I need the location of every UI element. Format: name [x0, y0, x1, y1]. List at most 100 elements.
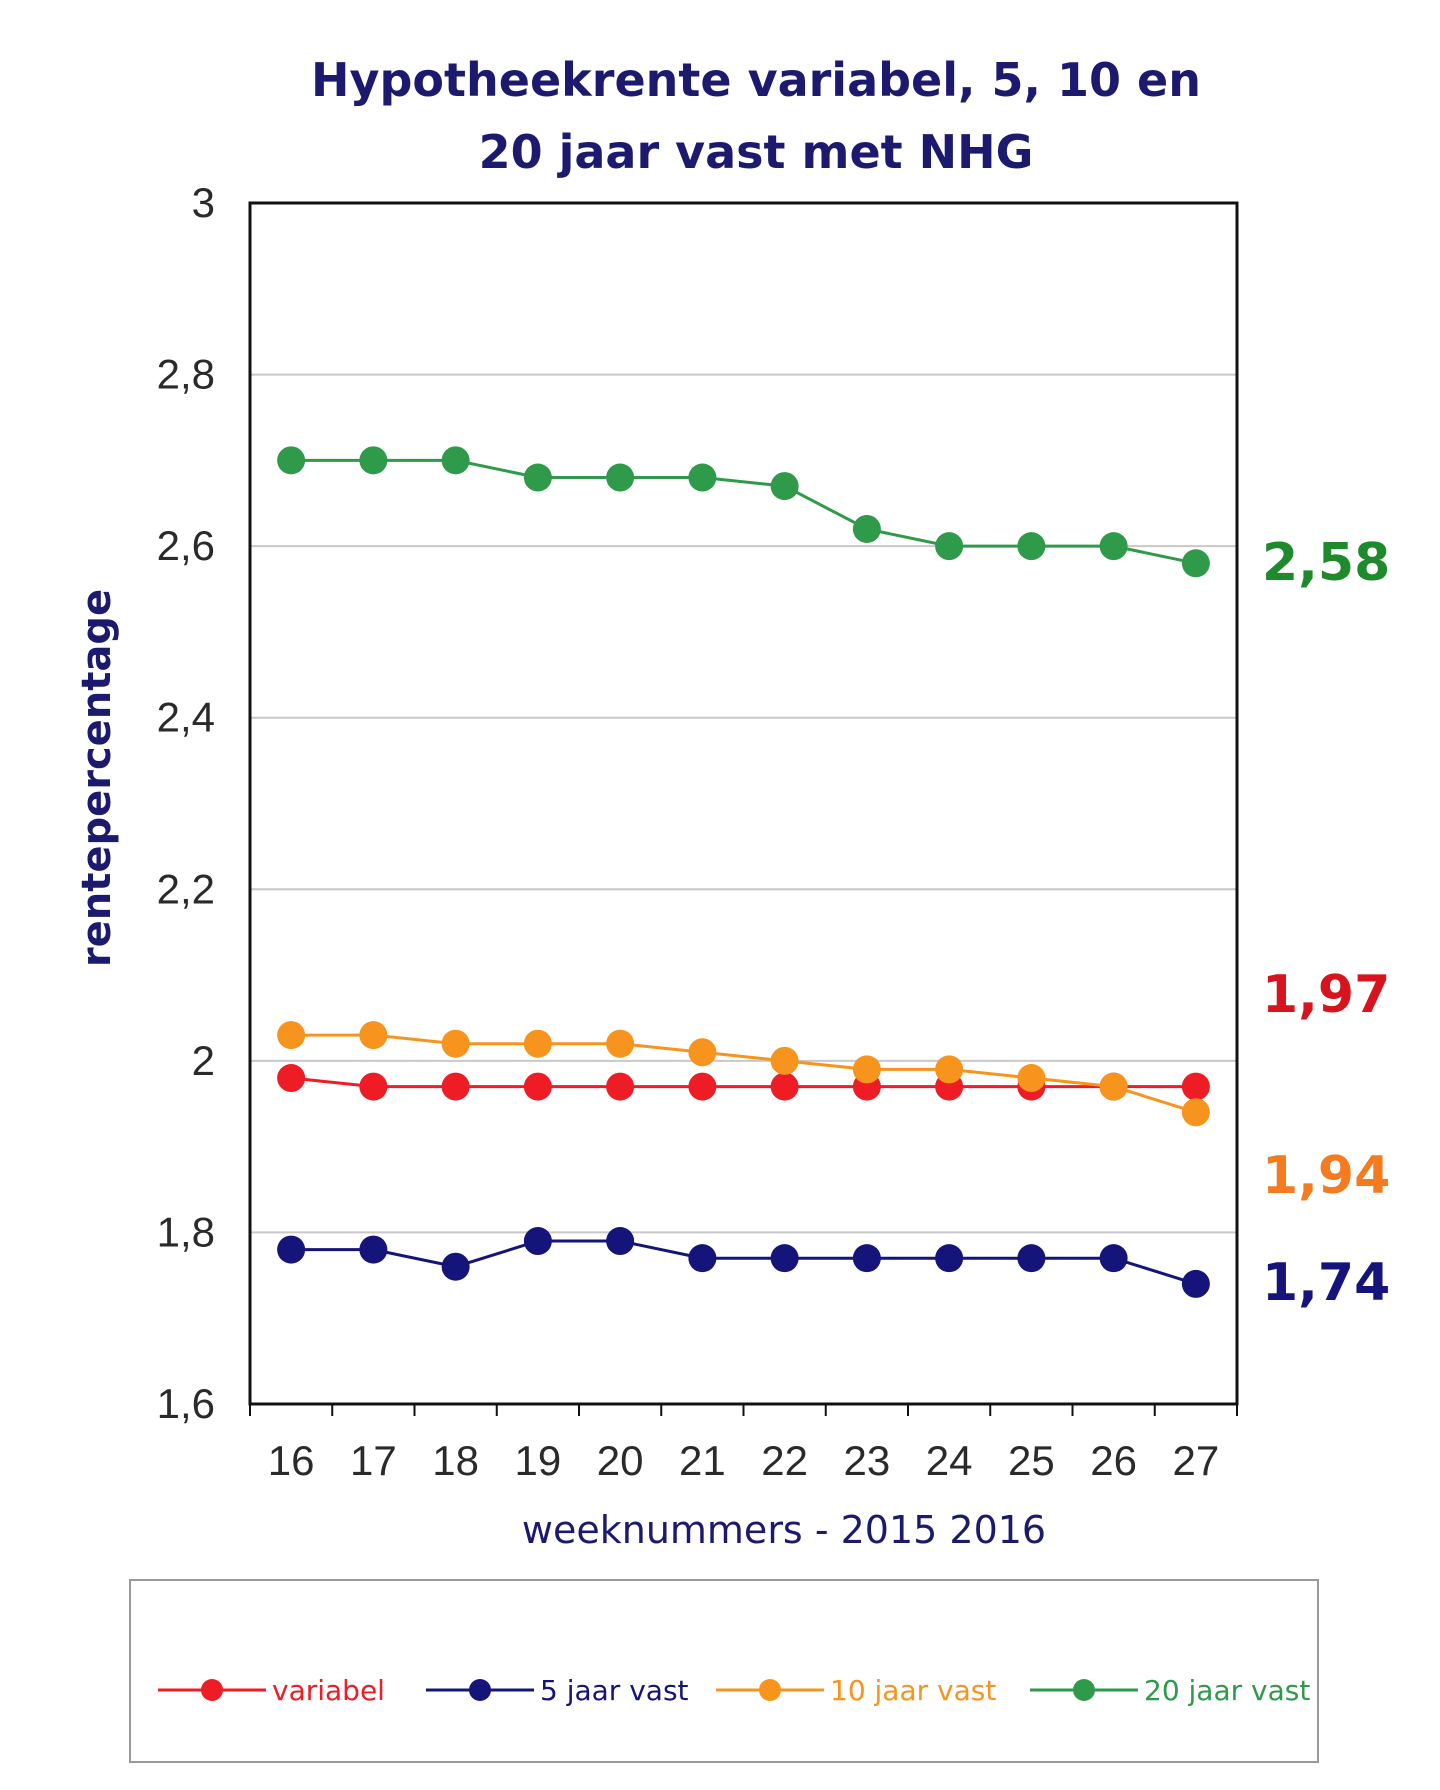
- data-point: [277, 1064, 306, 1093]
- data-point: [935, 532, 964, 561]
- data-point: [277, 1021, 306, 1050]
- data-point: [688, 1244, 717, 1273]
- data-point: [441, 446, 470, 475]
- data-point: [359, 1072, 388, 1101]
- x-tick-label: 16: [268, 1437, 315, 1484]
- data-point: [688, 1072, 717, 1101]
- end-label: 1,74: [1262, 1253, 1390, 1313]
- data-point: [1099, 1072, 1128, 1101]
- series-5-jaar-vast: [277, 1227, 1210, 1298]
- data-point: [523, 1029, 552, 1058]
- data-point: [1181, 1269, 1210, 1298]
- legend-marker: [1073, 1679, 1095, 1701]
- x-axis-ticks: [249, 1404, 1238, 1416]
- y-tick-label: 1,8: [157, 1208, 215, 1255]
- data-point: [523, 1072, 552, 1101]
- x-axis-tick-labels: 16 17 18 19 20 21 22 23 24 25 26 27: [268, 1437, 1219, 1484]
- data-point: [441, 1252, 470, 1281]
- data-point: [770, 1244, 799, 1273]
- x-tick-label: 25: [1008, 1437, 1055, 1484]
- y-tick-label: 2,6: [157, 522, 215, 569]
- data-point: [606, 463, 635, 492]
- data-point: [852, 1055, 881, 1084]
- legend-label: variabel: [272, 1674, 385, 1707]
- data-point: [606, 1227, 635, 1256]
- legend: variabel 5 jaar vast 10 jaar vast 20 jaar v…: [158, 1674, 1310, 1707]
- series-line: [291, 458, 1197, 565]
- legend-label: 10 jaar vast: [830, 1674, 996, 1707]
- legend-label: 5 jaar vast: [540, 1674, 689, 1707]
- x-tick-label: 22: [761, 1437, 808, 1484]
- data-point: [1181, 1098, 1210, 1127]
- y-tick-label: 2,4: [157, 694, 215, 741]
- end-label: 1,94: [1262, 1146, 1390, 1206]
- end-label: 2,58: [1262, 533, 1390, 593]
- data-point: [523, 1227, 552, 1256]
- y-axis-label: rentepercentage: [74, 589, 120, 967]
- legend-label: 20 jaar vast: [1144, 1674, 1310, 1707]
- y-tick-label: 1,6: [157, 1380, 215, 1427]
- x-tick-label: 21: [679, 1437, 726, 1484]
- data-point: [1181, 1072, 1210, 1101]
- data-point: [441, 1029, 470, 1058]
- data-point: [1099, 1244, 1128, 1273]
- y-tick-label: 2: [192, 1037, 215, 1084]
- legend-entry: 20 jaar vast: [1030, 1674, 1310, 1707]
- data-point: [606, 1029, 635, 1058]
- x-tick-label: 20: [597, 1437, 644, 1484]
- legend-entry: 5 jaar vast: [426, 1674, 689, 1707]
- y-tick-label: 2,8: [157, 351, 215, 398]
- legend-marker: [759, 1679, 781, 1701]
- series-10-jaar-vast: [277, 1021, 1210, 1127]
- data-point: [1099, 532, 1128, 561]
- gridlines: [250, 373, 1237, 1234]
- series-line: [291, 1033, 1197, 1114]
- x-tick-label: 19: [515, 1437, 562, 1484]
- plot-area-frame: [248, 201, 1239, 1406]
- x-tick-label: 23: [844, 1437, 891, 1484]
- legend-entry: variabel: [158, 1674, 385, 1707]
- data-point: [606, 1072, 635, 1101]
- y-axis-tick-labels: 1,6 1,8 2 2,2 2,4 2,6 2,8 3: [157, 179, 215, 1427]
- y-tick-label: 3: [192, 179, 215, 226]
- data-point: [935, 1055, 964, 1084]
- series-lines: [277, 446, 1210, 1298]
- data-point: [359, 446, 388, 475]
- data-point: [1181, 549, 1210, 578]
- data-point: [770, 1046, 799, 1075]
- x-tick-label: 26: [1090, 1437, 1137, 1484]
- data-point: [277, 446, 306, 475]
- data-point: [935, 1244, 964, 1273]
- x-tick-label: 18: [432, 1437, 479, 1484]
- y-tick-label: 2,2: [157, 865, 215, 912]
- x-tick-label: 17: [350, 1437, 397, 1484]
- data-point: [770, 472, 799, 501]
- legend-box: [129, 1579, 1319, 1763]
- chart-title-line-1: Hypotheekrente variabel, 5, 10 en: [311, 53, 1201, 107]
- data-point: [277, 1235, 306, 1264]
- data-point: [852, 1244, 881, 1273]
- x-axis-label: weeknummers - 2015 2016: [522, 1508, 1046, 1552]
- series-20-jaar-vast: [277, 446, 1210, 578]
- x-tick-label: 24: [926, 1437, 973, 1484]
- data-point: [688, 463, 717, 492]
- data-point: [1017, 1064, 1046, 1093]
- series-end-labels: 1,97 1,74 1,94 2,58: [1262, 533, 1390, 1313]
- data-point: [852, 514, 881, 543]
- data-point: [770, 1072, 799, 1101]
- data-point: [441, 1072, 470, 1101]
- x-tick-label: 27: [1173, 1437, 1220, 1484]
- legend-entry: 10 jaar vast: [716, 1674, 996, 1707]
- data-point: [1017, 1244, 1046, 1273]
- data-point: [523, 463, 552, 492]
- legend-marker: [201, 1679, 223, 1701]
- data-point: [359, 1021, 388, 1050]
- legend-marker: [469, 1679, 491, 1701]
- data-point: [688, 1038, 717, 1067]
- data-point: [359, 1235, 388, 1264]
- chart-title: Hypotheekrente variabel, 5, 10 en 20 jaa…: [311, 53, 1201, 179]
- chart-title-line-2: 20 jaar vast met NHG: [479, 125, 1034, 179]
- end-label: 1,97: [1262, 965, 1390, 1025]
- data-point: [1017, 532, 1046, 561]
